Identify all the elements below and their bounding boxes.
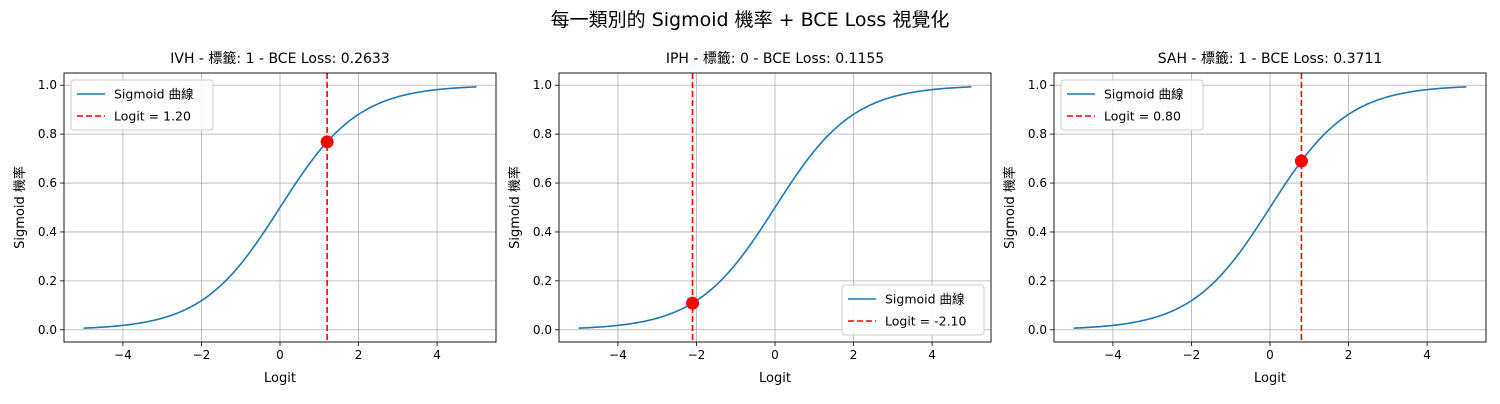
legend: Sigmoid 曲線 Logit = -2.10 xyxy=(841,284,985,336)
figure-suptitle: 每一類別的 Sigmoid 機率 + BCE Loss 視覺化 xyxy=(551,9,950,31)
y-tick-label: 1.0 xyxy=(1028,78,1047,92)
x-tick-label: −2 xyxy=(193,348,211,362)
panel-title: IPH - 標籤: 0 - BCE Loss: 0.1155 xyxy=(666,51,884,67)
y-axis-label: Sigmoid 機率 xyxy=(12,166,28,249)
x-tick-label: 0 xyxy=(1266,348,1274,362)
y-tick-label: 0.6 xyxy=(533,176,552,190)
legend-box xyxy=(70,79,214,131)
x-tick-label: −2 xyxy=(688,348,706,362)
x-tick-label: −4 xyxy=(114,348,132,362)
x-tick-label: −2 xyxy=(1183,348,1201,362)
y-tick-label: 0.4 xyxy=(1028,225,1047,239)
y-tick-label: 1.0 xyxy=(38,78,57,92)
y-tick-label: 0.2 xyxy=(1028,274,1047,288)
x-tick-label: 2 xyxy=(355,348,363,362)
sigmoid-curve-line xyxy=(1073,86,1467,329)
y-axis-label: Sigmoid 機率 xyxy=(1002,166,1018,249)
legend-label: Sigmoid 曲線 xyxy=(114,87,194,102)
legend: Sigmoid 曲線 Logit = 1.20 xyxy=(70,79,214,131)
y-tick-label: 0.0 xyxy=(1028,323,1047,337)
y-tick-label: 0.8 xyxy=(38,127,57,141)
y-tick-label: 0.2 xyxy=(38,274,57,288)
x-tick-label: −4 xyxy=(609,348,627,362)
x-axis-label: Logit xyxy=(759,371,791,386)
panel-title: SAH - 標籤: 1 - BCE Loss: 0.3711 xyxy=(1158,51,1383,67)
y-tick-label: 1.0 xyxy=(533,78,552,92)
legend: Sigmoid 曲線 Logit = 0.80 xyxy=(1060,79,1204,131)
y-tick-label: 0.2 xyxy=(533,274,552,288)
logit-point xyxy=(1294,154,1308,168)
legend-label: Sigmoid 曲線 xyxy=(1104,87,1184,102)
x-tick-label: 4 xyxy=(1423,348,1431,362)
chart-panel-1: IVH - 標籤: 1 - BCE Loss: 0.2633 −4 −2 0 2 4 0.0… xyxy=(12,51,497,386)
legend-label: Logit = 0.80 xyxy=(1104,109,1181,124)
y-tick-label: 0.6 xyxy=(38,176,57,190)
x-tick-label: 2 xyxy=(850,348,858,362)
legend-label: Logit = -2.10 xyxy=(885,314,967,329)
panel-title: IVH - 標籤: 1 - BCE Loss: 0.2633 xyxy=(170,51,390,67)
sigmoid-curve-line xyxy=(578,86,972,329)
legend-box xyxy=(1060,79,1204,131)
x-tick-label: −4 xyxy=(1104,348,1122,362)
y-tick-label: 0.8 xyxy=(1028,127,1047,141)
y-tick-label: 0.0 xyxy=(38,323,57,337)
y-tick-label: 0.4 xyxy=(38,225,57,239)
x-tick-label: 0 xyxy=(276,348,284,362)
x-axis-label: Logit xyxy=(1254,371,1286,386)
chart-panel-2: IPH - 標籤: 0 - BCE Loss: 0.1155 −4 −2 0 2 4 0.0… xyxy=(507,51,992,386)
x-tick-label: 2 xyxy=(1345,348,1353,362)
y-axis-label: Sigmoid 機率 xyxy=(507,166,523,249)
y-tick-label: 0.6 xyxy=(1028,176,1047,190)
y-tick-label: 0.0 xyxy=(533,323,552,337)
y-tick-label: 0.4 xyxy=(533,225,552,239)
legend-label: Logit = 1.20 xyxy=(114,109,191,124)
y-tick-label: 0.8 xyxy=(533,127,552,141)
legend-box xyxy=(841,284,985,336)
x-tick-label: 0 xyxy=(771,348,779,362)
sigmoid-curve-line xyxy=(83,86,477,329)
x-tick-label: 4 xyxy=(928,348,936,362)
x-axis-label: Logit xyxy=(264,371,296,386)
logit-point xyxy=(320,135,334,149)
legend-label: Sigmoid 曲線 xyxy=(885,292,965,307)
x-tick-label: 4 xyxy=(433,348,441,362)
chart-panel-3: SAH - 標籤: 1 - BCE Loss: 0.3711 −4 −2 0 2 4 0.0… xyxy=(1002,51,1487,386)
logit-point xyxy=(686,296,700,310)
